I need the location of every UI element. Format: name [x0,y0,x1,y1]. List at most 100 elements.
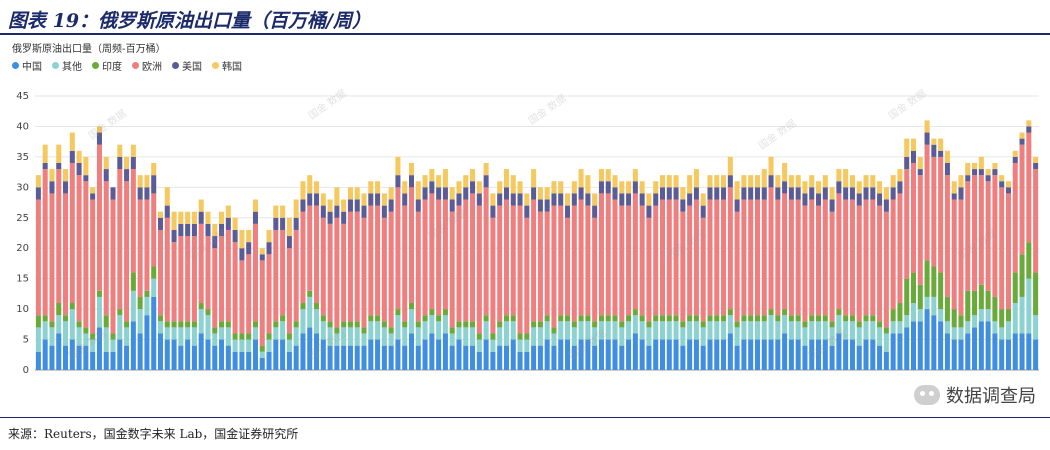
bar-segment [673,175,679,188]
bar-segment [958,199,964,316]
bar-segment [537,187,543,200]
legend-swatch [132,62,139,69]
bar-segment [442,333,448,370]
bar-segment [436,339,442,370]
bar-segment [83,181,89,328]
bar-segment [368,315,374,322]
bar-segment [802,205,808,322]
bar-segment [368,339,374,370]
bar-segment [653,193,659,206]
bar-segment [1005,193,1011,310]
bar-segment [483,175,489,188]
bar-segment [334,187,340,206]
bar-segment [727,156,733,176]
bar-segment [673,199,679,316]
bar-segment [503,345,509,370]
bar-segment [1033,156,1039,163]
bar-segment [578,339,584,370]
bar-segment [917,309,923,322]
bar-segment [483,321,489,340]
legend-item-5[interactable]: 韩国 [212,58,242,73]
bar-segment [659,321,666,340]
bar-segment [1033,169,1039,273]
bar-segment [734,321,740,328]
bar-segment [809,187,815,200]
bar-segment [958,315,964,328]
legend-item-4[interactable]: 美国 [172,58,202,73]
bar-segment [571,345,577,370]
bar-segment [646,321,652,328]
bar-segment [83,345,89,370]
bar-segment [497,193,503,206]
bar-segment [734,211,740,322]
bar-segment [415,321,421,328]
bar-segment [361,217,367,328]
bar-segment [219,211,225,224]
bar-segment [524,333,530,340]
bar-segment [802,345,808,370]
bar-segment [870,339,876,370]
bar-segment [537,199,543,212]
bar-segment [558,315,564,322]
bar-segment [741,187,747,200]
bar-segment [347,199,353,212]
bar-segment [992,321,998,334]
bar-segment [734,345,740,370]
legend-item-0[interactable]: 中国 [12,58,42,73]
bar-segment [707,339,713,370]
bar-segment [754,339,760,370]
legend-item-2[interactable]: 印度 [92,58,122,73]
legend: 中国 其他 印度 欧洲 美国 韩国 [12,58,242,73]
bar-segment [619,193,625,206]
bar-segment [863,315,869,322]
bar-segment [117,339,123,370]
bar-segment [144,315,150,370]
bar-segment [157,315,164,322]
legend-item-1[interactable]: 其他 [52,58,82,73]
bar-segment [164,205,170,218]
bar-segment [727,333,733,370]
bar-segment [944,296,950,322]
bar-segment [117,315,123,340]
bar-segment [171,321,177,328]
bar-segment [632,181,638,194]
bar-segment [225,205,231,218]
bar-segment [524,351,530,370]
bar-segment [212,248,218,328]
bar-segment [938,138,944,151]
bar-segment [782,315,788,334]
bar-segment [354,321,360,328]
legend-item-3[interactable]: 欧洲 [132,58,162,73]
bar-segment [829,327,835,346]
bar-segment [56,162,62,170]
bar-segment [307,205,313,291]
bar-segment [225,229,231,322]
y-tick-label: 35 [16,152,29,163]
bar-segment [856,193,862,206]
bar-segment [843,199,849,316]
bar-segment [999,327,1005,340]
bar-segment [700,327,706,346]
bar-segment [96,126,102,133]
bar-segment [144,187,150,200]
bar-segment [117,169,123,310]
bar-segment [300,303,306,310]
bar-segment [680,345,686,370]
bar-segment [307,193,313,206]
bar-segment [103,315,109,328]
bar-segment [972,290,978,316]
bar-segment [69,309,75,340]
bar-segment [870,321,876,340]
bar-segment [286,339,292,352]
bar-segment [721,199,727,316]
bar-segment [551,333,557,346]
bar-segment [42,162,48,170]
bar-segment [612,321,618,340]
bar-segment [266,229,272,243]
y-tick-label: 20 [16,243,29,254]
bar-segment [965,290,971,322]
bar-segment [422,175,428,188]
bar-segment [470,345,476,370]
bar-segment [151,162,157,176]
legend-label: 其他 [62,62,82,73]
